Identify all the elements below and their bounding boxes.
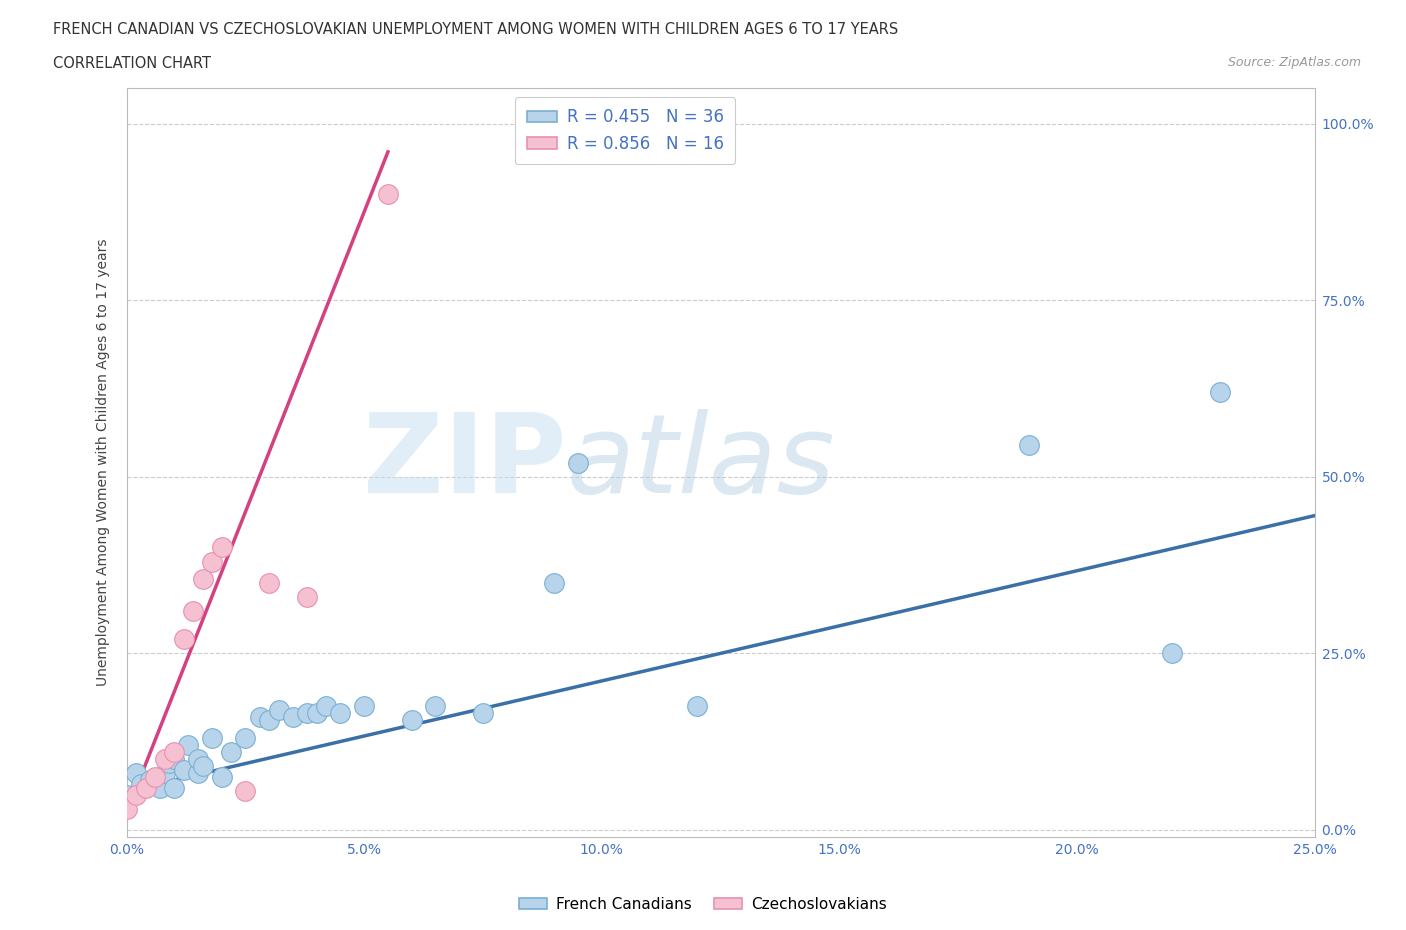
Point <box>163 751 186 766</box>
Point <box>163 780 186 795</box>
Point <box>115 787 138 802</box>
Point <box>257 713 280 728</box>
Point <box>219 745 242 760</box>
Point <box>201 554 224 569</box>
Point <box>129 777 152 791</box>
Point <box>1161 646 1184 661</box>
Point <box>377 187 399 202</box>
Point <box>305 706 328 721</box>
Point <box>191 759 214 774</box>
Point <box>567 456 589 471</box>
Text: atlas: atlas <box>567 409 835 516</box>
Point <box>125 787 148 802</box>
Legend: French Canadians, Czechoslovakians: French Canadians, Czechoslovakians <box>513 891 893 918</box>
Text: Source: ZipAtlas.com: Source: ZipAtlas.com <box>1227 56 1361 69</box>
Point <box>1208 385 1230 400</box>
Point <box>177 737 200 752</box>
Point <box>157 755 180 770</box>
Point <box>1018 438 1040 453</box>
Point <box>125 766 148 781</box>
Point <box>281 710 304 724</box>
Point <box>143 769 166 784</box>
Point <box>187 766 209 781</box>
Point <box>201 731 224 746</box>
Text: FRENCH CANADIAN VS CZECHOSLOVAKIAN UNEMPLOYMENT AMONG WOMEN WITH CHILDREN AGES 6: FRENCH CANADIAN VS CZECHOSLOVAKIAN UNEMP… <box>53 22 898 37</box>
Point <box>115 802 138 817</box>
Point <box>249 710 271 724</box>
Point <box>295 706 318 721</box>
Legend: R = 0.455   N = 36, R = 0.856   N = 16: R = 0.455 N = 36, R = 0.856 N = 16 <box>515 97 735 165</box>
Point <box>211 769 233 784</box>
Point <box>211 540 233 555</box>
Text: ZIP: ZIP <box>363 409 567 516</box>
Point <box>153 766 176 781</box>
Point <box>173 763 195 777</box>
Point <box>686 699 709 714</box>
Point <box>425 699 447 714</box>
Point <box>135 780 157 795</box>
Text: CORRELATION CHART: CORRELATION CHART <box>53 56 211 71</box>
Y-axis label: Unemployment Among Women with Children Ages 6 to 17 years: Unemployment Among Women with Children A… <box>96 239 110 686</box>
Point <box>191 572 214 587</box>
Point <box>329 706 352 721</box>
Point <box>295 590 318 604</box>
Point <box>181 604 204 618</box>
Point <box>353 699 375 714</box>
Point <box>472 706 495 721</box>
Point <box>401 713 423 728</box>
Point <box>139 773 162 788</box>
Point <box>163 745 186 760</box>
Point <box>153 751 176 766</box>
Point <box>543 576 565 591</box>
Point <box>233 784 256 799</box>
Point <box>173 631 195 646</box>
Point <box>315 699 337 714</box>
Point <box>187 751 209 766</box>
Point <box>267 702 290 717</box>
Point <box>149 780 172 795</box>
Point <box>233 731 256 746</box>
Point <box>638 144 661 159</box>
Point <box>257 576 280 591</box>
